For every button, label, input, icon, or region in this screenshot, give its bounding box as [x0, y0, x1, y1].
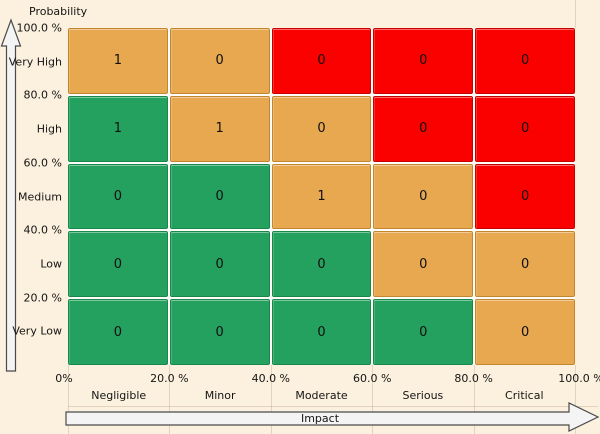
grid-guide-line [271, 365, 272, 434]
matrix-cell-3-5[interactable]: 0 [475, 163, 575, 230]
matrix-cell-3-1[interactable]: 0 [68, 163, 168, 230]
x-axis-category-label: Negligible [91, 389, 147, 402]
impact-axis-arrow-icon: Impact [65, 402, 600, 432]
x-axis-tick: 0% [55, 372, 73, 385]
matrix-cell-3-3[interactable]: 1 [271, 163, 372, 230]
grid-guide-line [575, 0, 576, 28]
x-axis-tick: 40.0 % [251, 372, 291, 385]
matrix-cell-2-4[interactable]: 0 [373, 95, 474, 162]
y-axis-category-label: Medium [18, 190, 62, 203]
matrix-cell-4-1[interactable]: 0 [68, 231, 168, 298]
grid-guide-line [575, 365, 576, 434]
y-axis-category-label: High [36, 122, 62, 136]
y-axis-tick: 80.0 % [23, 88, 62, 102]
y-axis-tick: 60.0 % [23, 156, 62, 170]
matrix-cell-5-3[interactable]: 0 [271, 299, 372, 365]
probability-axis-arrow-icon [0, 18, 22, 372]
impact-axis-title: Impact [301, 412, 340, 425]
matrix-cell-1-5[interactable]: 0 [475, 28, 575, 94]
y-axis-tick: 40.0 % [23, 223, 62, 237]
grid-guide-line [68, 406, 598, 407]
x-axis-category-label: Moderate [295, 389, 348, 402]
matrix-cell-4-2[interactable]: 0 [169, 231, 270, 298]
y-axis-category-label: Low [40, 257, 62, 271]
matrix-cell-2-1[interactable]: 1 [68, 95, 168, 162]
matrix-cell-4-5[interactable]: 0 [475, 231, 575, 298]
grid-guide-line [474, 365, 475, 434]
x-axis-tick: 80.0 % [454, 372, 493, 385]
x-axis-tick: 20.0 % [150, 372, 189, 385]
matrix-cell-4-4[interactable]: 0 [373, 231, 474, 298]
matrix-cell-2-5[interactable]: 0 [475, 95, 575, 162]
matrix-cell-2-2[interactable]: 1 [169, 95, 270, 162]
matrix-cell-5-4[interactable]: 0 [373, 299, 474, 365]
probability-axis-title: Probability [29, 5, 88, 18]
y-axis-tick: 20.0 % [23, 291, 62, 305]
matrix-cell-4-3[interactable]: 0 [271, 231, 372, 298]
x-axis-tick: 100.0 % [558, 372, 600, 385]
grid-guide-line [68, 365, 69, 434]
matrix-cell-5-2[interactable]: 0 [169, 299, 270, 365]
matrix-cell-1-3[interactable]: 0 [271, 28, 372, 94]
matrix-cell-1-1[interactable]: 1 [68, 28, 168, 94]
grid-guide-line [169, 365, 170, 434]
matrix-cell-1-2[interactable]: 0 [169, 28, 270, 94]
y-axis-category-label: Very Low [12, 324, 62, 338]
matrix-cell-1-4[interactable]: 0 [373, 28, 474, 94]
matrix-cell-2-3[interactable]: 0 [271, 95, 372, 162]
x-axis-category-label: Minor [204, 389, 236, 402]
x-axis-tick: 60.0 % [352, 372, 392, 385]
y-axis-category-label: Very High [8, 55, 62, 69]
y-axis-tick: 100.0 % [16, 21, 62, 35]
matrix-cell-3-4[interactable]: 0 [373, 163, 474, 230]
x-axis-category-label: Serious [402, 389, 444, 402]
matrix-cell-5-1[interactable]: 0 [68, 299, 168, 365]
grid-guide-line [372, 365, 373, 434]
x-axis-category-label: Critical [505, 389, 544, 402]
matrix-cell-5-5[interactable]: 0 [475, 299, 575, 365]
matrix-cell-3-2[interactable]: 0 [169, 163, 270, 230]
